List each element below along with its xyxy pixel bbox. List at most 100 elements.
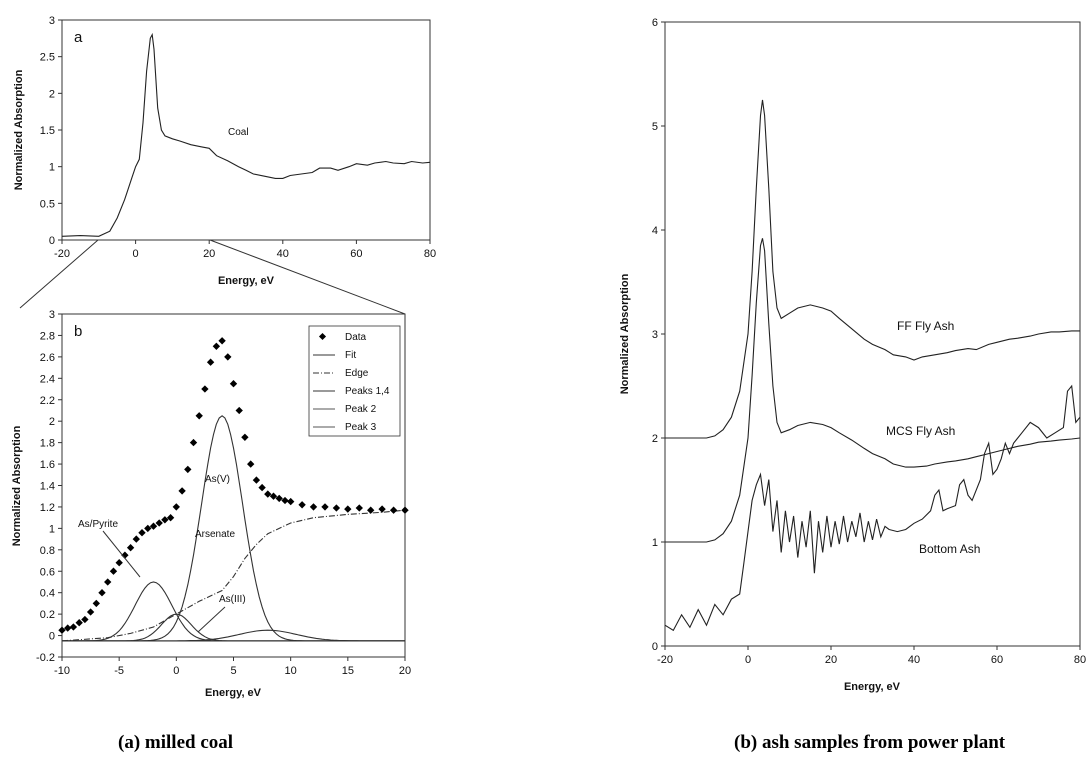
data-point bbox=[126, 544, 135, 552]
xtick-label: 20 bbox=[825, 654, 837, 666]
data-point bbox=[287, 497, 295, 506]
legend-fit: Fit bbox=[345, 350, 356, 361]
data-point bbox=[229, 380, 238, 388]
ytick-label: 2 bbox=[49, 416, 55, 428]
data-point bbox=[212, 342, 221, 350]
data-point bbox=[269, 492, 278, 500]
ytick-label: 1.6 bbox=[40, 459, 55, 471]
data-point bbox=[144, 524, 152, 533]
data-point bbox=[218, 337, 226, 345]
data-point bbox=[178, 487, 186, 495]
ytick-label: 0.5 bbox=[40, 198, 55, 210]
data-point bbox=[161, 516, 169, 524]
data-point bbox=[258, 483, 266, 492]
chart-c-frame bbox=[664, 21, 1081, 647]
series-line-coal bbox=[61, 32, 431, 237]
legend-data: Data bbox=[345, 332, 367, 343]
zoom-connector-left bbox=[19, 239, 99, 309]
ytick-label: 2.5 bbox=[40, 52, 55, 64]
data-point bbox=[195, 412, 203, 420]
chart-c-lines bbox=[664, 99, 1081, 632]
chart-c-xlabel: Energy, eV bbox=[844, 681, 901, 693]
xtick-label: 60 bbox=[991, 654, 1003, 666]
data-point bbox=[98, 589, 106, 597]
data-point bbox=[321, 503, 329, 511]
data-point bbox=[81, 615, 89, 624]
ytick-label: 2.6 bbox=[40, 352, 55, 364]
ytick-label: 0 bbox=[49, 631, 55, 643]
chart-b-points bbox=[58, 337, 409, 634]
annotation-as-pyrite: As/Pyrite bbox=[78, 519, 118, 530]
xtick-label: -20 bbox=[657, 654, 673, 666]
ytick-label: 2 bbox=[652, 433, 658, 445]
peak-line-peak-3-2 bbox=[62, 613, 405, 642]
data-point bbox=[252, 476, 261, 484]
data-point bbox=[201, 385, 209, 393]
series-line-bottom-ash bbox=[664, 384, 1081, 632]
series-line-mcs-fly-ash bbox=[665, 238, 1081, 543]
annotation-as-v: As(V) bbox=[205, 474, 230, 485]
data-point bbox=[389, 506, 398, 514]
data-point bbox=[309, 503, 318, 511]
data-point bbox=[241, 433, 249, 441]
chart-b-xticks: -10 -5 0 5 10 15 20 bbox=[54, 657, 411, 677]
data-point bbox=[121, 551, 129, 559]
data-point bbox=[86, 608, 95, 616]
chart-b-lines bbox=[61, 415, 406, 642]
annotation-as-iii: As(III) bbox=[219, 594, 246, 605]
ytick-label: 6 bbox=[652, 17, 658, 29]
chart-b-legend-box bbox=[308, 325, 401, 437]
data-point bbox=[206, 358, 215, 366]
ytick-label: 2.8 bbox=[40, 330, 55, 342]
data-point bbox=[247, 460, 255, 468]
xtick-label: 0 bbox=[173, 665, 179, 677]
data-point bbox=[75, 619, 83, 627]
chart-b-ylabel: Normalized Absorption bbox=[11, 425, 23, 546]
annotation-mcs-fly-ash: MCS Fly Ash bbox=[886, 424, 955, 438]
data-point bbox=[264, 490, 272, 498]
ytick-label: 4 bbox=[652, 225, 658, 237]
peak-line-peaks-1-4-1 bbox=[62, 581, 405, 642]
ytick-label: 1.8 bbox=[40, 438, 55, 450]
series-line-ff-fly-ash bbox=[665, 99, 1080, 439]
chart-b-yticks: -0.2 0 0.2 0.4 0.6 0.8 1 1.2 1.4 1.6 1.8 2 2.2 2.4 2.6… bbox=[36, 309, 62, 664]
zoom-connector-right bbox=[209, 239, 406, 315]
chart-c-ylabel: Normalized Absorption bbox=[619, 273, 631, 394]
chart-b: -0.2 0 0.2 0.4 0.6 0.8 1 1.2 1.4 1.6 1.8 2 2.2 2.4 2.6… bbox=[11, 309, 411, 699]
data-point bbox=[378, 505, 386, 513]
data-point bbox=[355, 504, 363, 512]
annotation-arsenate: Arsenate bbox=[195, 529, 235, 540]
data-point bbox=[184, 465, 192, 474]
chart-b-panel-label: b bbox=[74, 323, 82, 340]
data-point bbox=[281, 496, 289, 505]
data-point bbox=[298, 501, 306, 509]
data-point bbox=[224, 353, 232, 361]
ytick-label: 2.4 bbox=[40, 373, 55, 385]
ytick-label: 5 bbox=[652, 121, 658, 133]
ytick-label: 1.2 bbox=[40, 502, 55, 514]
chart-b-xlabel: Energy, eV bbox=[205, 687, 262, 699]
chart-a-annotation-coal: Coal bbox=[228, 127, 249, 138]
data-point bbox=[104, 578, 112, 586]
ytick-label: 0.8 bbox=[40, 545, 55, 557]
xtick-label: 0 bbox=[133, 248, 139, 260]
caption-right: (b) ash samples from power plant bbox=[734, 732, 1006, 753]
data-point bbox=[149, 522, 158, 530]
data-point bbox=[92, 599, 100, 608]
data-point bbox=[332, 504, 341, 512]
data-point bbox=[367, 506, 375, 514]
data-point bbox=[109, 567, 118, 575]
xtick-label: 5 bbox=[230, 665, 236, 677]
xtick-label: 15 bbox=[342, 665, 354, 677]
data-point bbox=[172, 503, 180, 511]
ytick-label: 0 bbox=[49, 235, 55, 247]
chart-a-yticks: 0 0.5 1 1.5 2 2.5 3 bbox=[40, 15, 62, 247]
xtick-label: 0 bbox=[745, 654, 751, 666]
annotation-as-iii-pointer bbox=[197, 606, 226, 633]
ytick-label: 1.5 bbox=[40, 125, 55, 137]
data-point bbox=[344, 505, 352, 513]
ytick-label: 1 bbox=[49, 523, 55, 535]
ytick-label: 2 bbox=[49, 88, 55, 100]
annotation-ff-fly-ash: FF Fly Ash bbox=[897, 319, 954, 333]
